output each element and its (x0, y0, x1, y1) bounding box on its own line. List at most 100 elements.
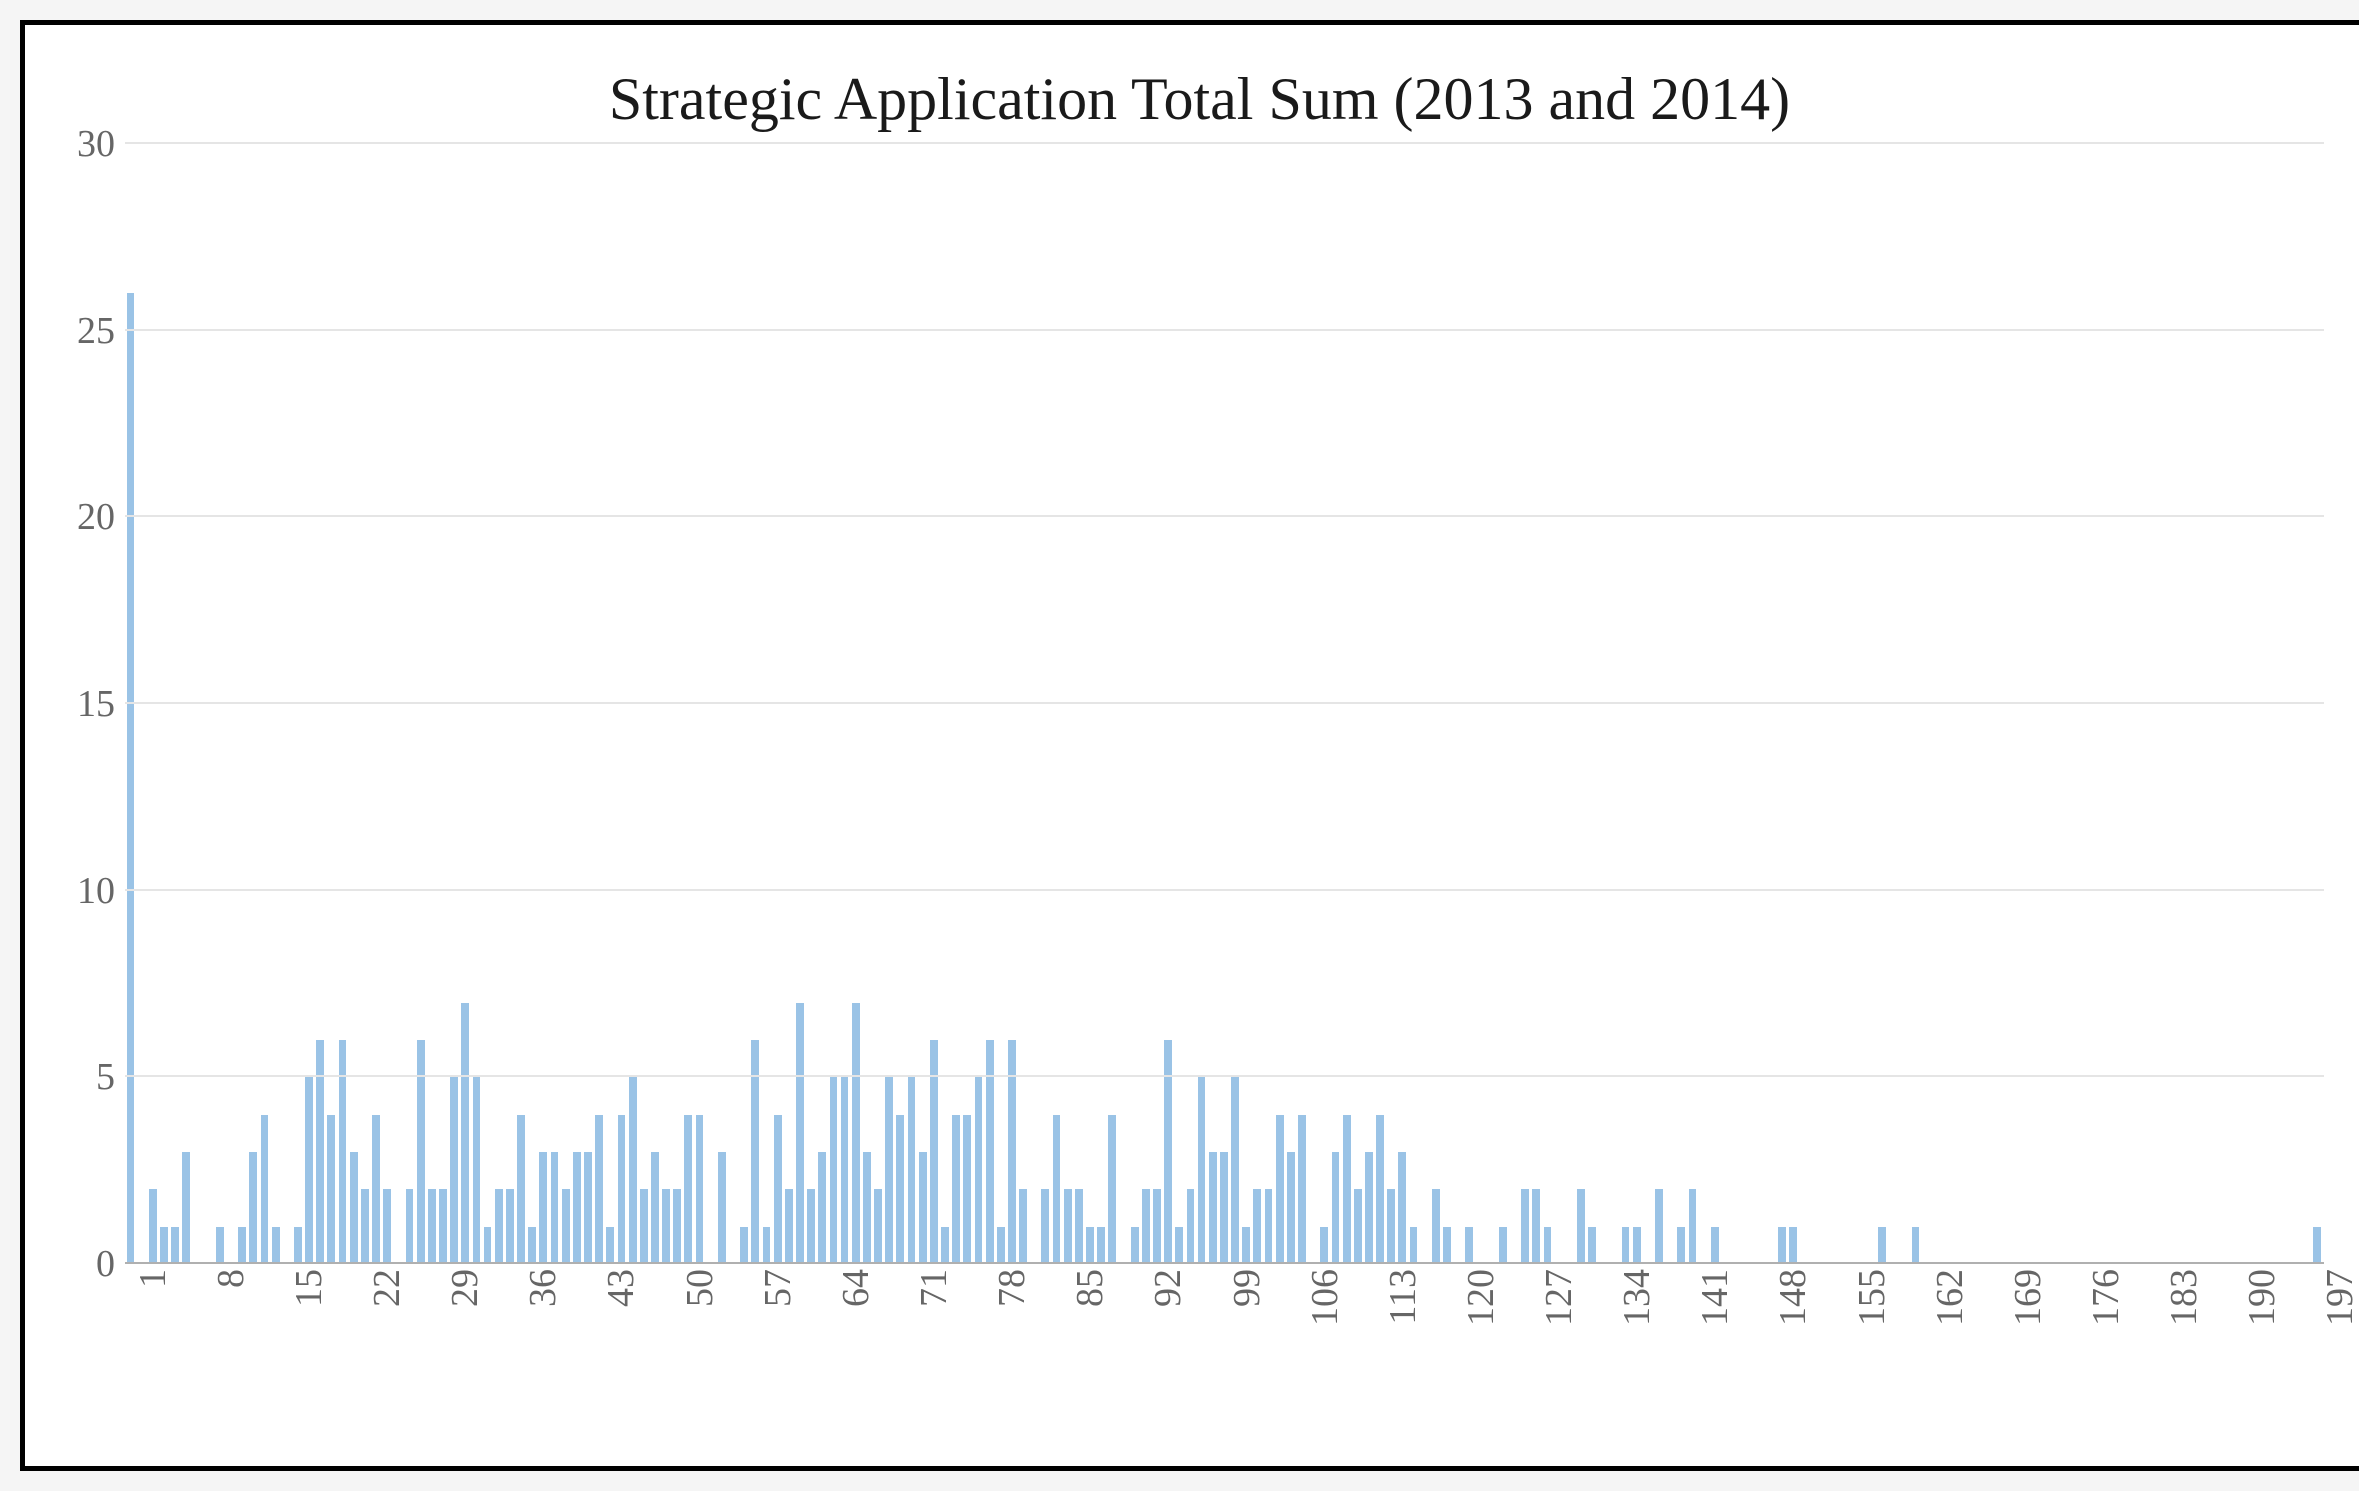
bar-slot (181, 144, 192, 1264)
bar (1332, 1152, 1340, 1264)
bar-slot (359, 144, 370, 1264)
bar-slot (1241, 144, 1252, 1264)
bar (1521, 1189, 1529, 1264)
bar (919, 1152, 927, 1264)
bar-slot (1542, 144, 1553, 1264)
bar (428, 1189, 436, 1264)
bar-slot (1229, 144, 1240, 1264)
x-tick-label: 162 (1928, 1269, 1972, 1326)
bar (1633, 1227, 1641, 1264)
x-tick-label: 190 (2240, 1269, 2284, 1326)
bar (372, 1115, 380, 1264)
bar-slot (962, 144, 973, 1264)
bar (1108, 1115, 1116, 1264)
bar-slot (1386, 144, 1397, 1264)
bar (1253, 1189, 1261, 1264)
bar-slot (1776, 144, 1787, 1264)
bar (584, 1152, 592, 1264)
bar-slot (125, 144, 136, 1264)
bar-slot (582, 144, 593, 1264)
bar-slot (649, 144, 660, 1264)
bar-slot (1129, 144, 1140, 1264)
bar-slot (471, 144, 482, 1264)
bar (651, 1152, 659, 1264)
bar-slot (1754, 144, 1765, 1264)
bar-slot (1419, 144, 1430, 1264)
gridline (125, 1075, 2324, 1077)
x-tick-label: 155 (1850, 1269, 1894, 1326)
bar-slot (973, 144, 984, 1264)
bar (1075, 1189, 1083, 1264)
bar (852, 1003, 860, 1264)
bar (539, 1152, 547, 1264)
bar-slot (1464, 144, 1475, 1264)
bar (785, 1189, 793, 1264)
bar-slot (1363, 144, 1374, 1264)
bar-slot (1252, 144, 1263, 1264)
bar (1019, 1189, 1027, 1264)
x-tick-label: 36 (521, 1269, 565, 1307)
bar (562, 1189, 570, 1264)
bar-slot (493, 144, 504, 1264)
bar-slot (203, 144, 214, 1264)
bar (1789, 1227, 1797, 1264)
y-tick-label: 25 (60, 309, 115, 353)
bar-slot (1832, 144, 1843, 1264)
bar-slot (1966, 144, 1977, 1264)
bar (606, 1227, 614, 1264)
bar-slot (2100, 144, 2111, 1264)
bar-slot (638, 144, 649, 1264)
bar (182, 1152, 190, 1264)
bar-slot (1810, 144, 1821, 1264)
bar (1097, 1227, 1105, 1264)
bar-slot (1218, 144, 1229, 1264)
bar (439, 1189, 447, 1264)
bar (1376, 1115, 1384, 1264)
bar (249, 1152, 257, 1264)
bar-slot (1854, 144, 1865, 1264)
bar (696, 1115, 704, 1264)
bar-slot (326, 144, 337, 1264)
bar-slot (1508, 144, 1519, 1264)
bar-slot (1531, 144, 1542, 1264)
bar (1187, 1189, 1195, 1264)
bar (1041, 1189, 1049, 1264)
bar-slot (1553, 144, 1564, 1264)
bar (2313, 1227, 2321, 1264)
bar-slot (1988, 144, 1999, 1264)
bar-slot (136, 144, 147, 1264)
bar (461, 1003, 469, 1264)
bar-slot (2044, 144, 2055, 1264)
bar-slot (1040, 144, 1051, 1264)
bar-slot (727, 144, 738, 1264)
bar-slot (2222, 144, 2233, 1264)
bar (1677, 1227, 1685, 1264)
bar (986, 1040, 994, 1264)
bar-slot (237, 144, 248, 1264)
bar-slot (750, 144, 761, 1264)
bar-slot (1453, 144, 1464, 1264)
bar-slot (449, 144, 460, 1264)
bar-slot (1877, 144, 1888, 1264)
bar (662, 1189, 670, 1264)
bar (551, 1152, 559, 1264)
bar-slot (2111, 144, 2122, 1264)
bar-slot (1140, 144, 1151, 1264)
bar-slot (2200, 144, 2211, 1264)
x-tick-label: 141 (1693, 1269, 1737, 1326)
bar-slot (1096, 144, 1107, 1264)
bar (294, 1227, 302, 1264)
bar-slot (1029, 144, 1040, 1264)
x-tick-label: 92 (1146, 1269, 1190, 1307)
bar (1878, 1227, 1886, 1264)
bar (1153, 1189, 1161, 1264)
bar-slot (1397, 144, 1408, 1264)
bar-slot (739, 144, 750, 1264)
bar (406, 1189, 414, 1264)
x-tick-label: 78 (990, 1269, 1034, 1307)
x-tick-label: 169 (2006, 1269, 2050, 1326)
bar-slot (1430, 144, 1441, 1264)
bar (595, 1115, 603, 1264)
bar (807, 1189, 815, 1264)
bar-slot (1296, 144, 1307, 1264)
